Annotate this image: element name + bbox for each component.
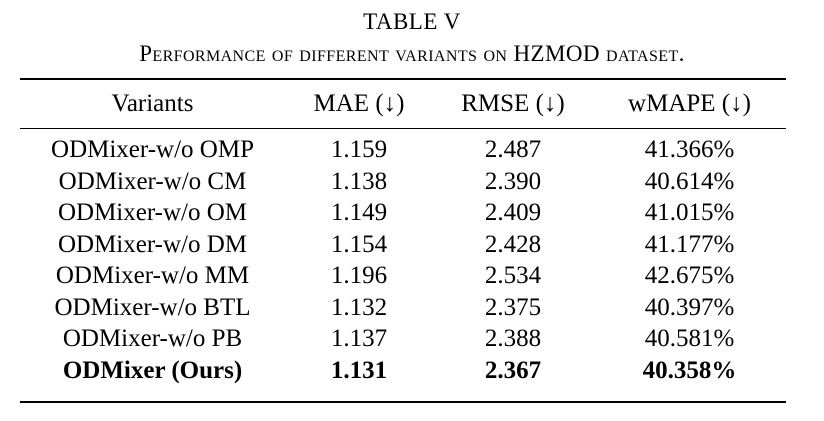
mae-value: 1.196	[330, 262, 388, 289]
rmse-value: 2.487	[484, 136, 542, 163]
column-header-mae: MAE (↓)	[313, 90, 405, 117]
variant-name: ODMixer-w/o BTL	[54, 293, 251, 321]
mae-value: 1.159	[330, 136, 388, 163]
wmape-value: 41.177%	[644, 230, 735, 258]
variant-name: ODMixer-w/o CM	[58, 167, 247, 195]
variant-name: ODMixer (Ours)	[62, 356, 243, 384]
spacer	[20, 126, 786, 134]
table-row: ODMixer-w/o CM 1.138 2.390 40.614%	[20, 166, 786, 198]
header-rule	[20, 128, 786, 129]
table-row: ODMixer-w/o OMP 1.159 2.487 41.366%	[20, 134, 786, 166]
table-row: ODMixer-w/o BTL 1.132 2.375 40.397%	[20, 292, 786, 324]
wmape-value: 41.366%	[644, 136, 735, 163]
table-row: ODMixer-w/o DM 1.154 2.428 41.177%	[20, 229, 786, 261]
wmape-value: 41.015%	[644, 199, 735, 226]
table-row-best: ODMixer (Ours) 1.131 2.367 40.358%	[20, 355, 786, 387]
table-caption-subtitle: Performance of different variants on HZM…	[139, 41, 685, 66]
variant-name: ODMixer-w/o PB	[62, 325, 243, 352]
wmape-value: 40.614%	[644, 167, 735, 195]
wmape-value: 40.397%	[644, 293, 735, 321]
wmape-value: 42.675%	[644, 262, 735, 289]
variant-name: ODMixer-w/o MM	[55, 262, 250, 289]
variant-name: ODMixer-w/o OMP	[51, 136, 254, 163]
rmse-value: 2.390	[484, 167, 542, 195]
wmape-value: 40.581%	[644, 325, 735, 352]
rmse-value: 2.428	[484, 230, 542, 258]
table-row: ODMixer-w/o PB 1.137 2.388 40.581%	[20, 323, 786, 355]
rmse-value: 2.375	[484, 293, 542, 321]
rmse-value: 2.409	[484, 199, 542, 226]
mae-value: 1.131	[330, 356, 388, 384]
table-row: ODMixer-w/o MM 1.196 2.534 42.675%	[20, 260, 786, 292]
table-caption-title: TABLE V	[363, 9, 461, 34]
top-rule	[20, 78, 786, 80]
mae-value: 1.149	[330, 199, 388, 226]
bottom-rule	[20, 401, 786, 403]
column-header-wmape: wMAPE (↓)	[628, 90, 751, 117]
column-header-rmse: RMSE (↓)	[461, 90, 565, 117]
header-row: Variants MAE (↓) RMSE (↓) wMAPE (↓)	[20, 82, 786, 126]
mae-value: 1.154	[330, 230, 388, 258]
rmse-value: 2.388	[484, 325, 542, 352]
table-row: ODMixer-w/o OM 1.149 2.409 41.015%	[20, 197, 786, 229]
results-table: Variants MAE (↓) RMSE (↓) wMAPE (↓) ODMi…	[20, 82, 786, 386]
rmse-value: 2.534	[484, 262, 542, 289]
mae-value: 1.137	[330, 325, 388, 352]
variant-name: ODMixer-w/o DM	[57, 230, 248, 258]
wmape-value: 40.358%	[642, 356, 737, 384]
mae-value: 1.138	[330, 167, 388, 195]
mae-value: 1.132	[330, 293, 388, 321]
variant-name: ODMixer-w/o OM	[57, 199, 248, 226]
rmse-value: 2.367	[484, 356, 542, 384]
column-header-variants: Variants	[111, 90, 194, 117]
